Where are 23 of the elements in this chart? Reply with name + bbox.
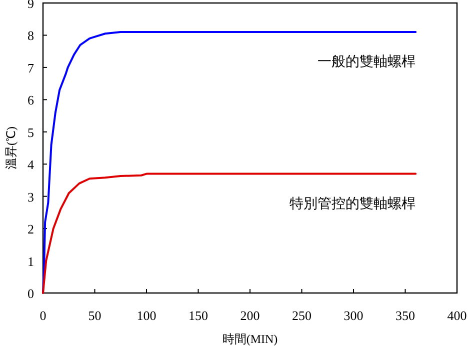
y-tick-label: 6 (28, 92, 34, 108)
x-tick-label: 300 (344, 308, 364, 323)
y-tick-label: 0 (28, 286, 34, 301)
x-tick-label: 50 (88, 308, 102, 323)
y-tick-label: 4 (28, 157, 34, 172)
series-label: 一般的雙軸螺桿 (318, 54, 416, 70)
line-series (42, 172, 417, 294)
x-axis-title: 時間(MIN) (222, 332, 278, 346)
y-tick-label: 5 (28, 124, 34, 140)
y-tick-label: 3 (28, 189, 34, 204)
x-tick-label: 200 (240, 308, 260, 323)
series-label: 特別管控的雙軸螺桿 (290, 196, 416, 212)
x-tick-label: 400 (447, 308, 467, 323)
x-tick-label: 250 (292, 308, 312, 323)
y-tick-label: 7 (28, 60, 34, 76)
y-tick-label: 8 (28, 28, 34, 44)
x-tick-label: 100 (136, 308, 156, 323)
x-tick-label: 150 (188, 308, 208, 323)
y-tick-label: 2 (28, 222, 34, 237)
x-tick-label: 350 (396, 308, 415, 323)
x-tick-label: 0 (40, 308, 46, 323)
y-tick-label: 1 (28, 254, 34, 269)
y-axis-title: 溫昇(℃) (4, 126, 18, 170)
